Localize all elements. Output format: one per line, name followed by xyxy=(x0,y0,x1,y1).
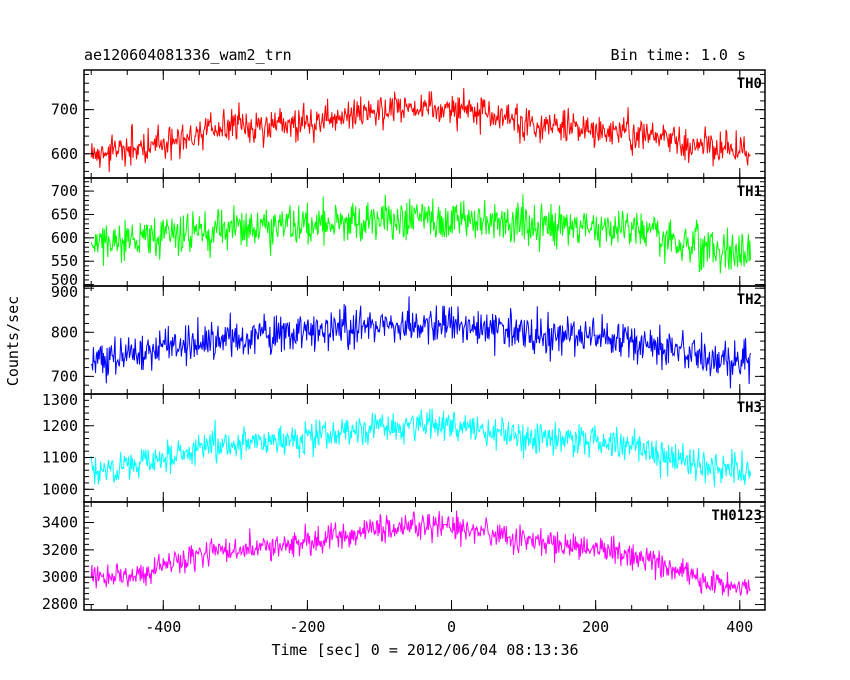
panel-label-th0: TH0 xyxy=(737,76,762,92)
y-tick-label: 550 xyxy=(51,252,78,270)
x-tick-label: 0 xyxy=(447,618,456,636)
y-tick-label: 3400 xyxy=(42,514,78,532)
series-line-th3 xyxy=(90,408,752,488)
y-tick-label: 3200 xyxy=(42,541,78,559)
x-axis-label: Time [sec] 0 = 2012/06/04 08:13:36 xyxy=(271,641,578,659)
y-tick-label: 700 xyxy=(51,367,78,385)
panel-label-th3: TH3 xyxy=(737,400,762,416)
panel-label-th0123: TH0123 xyxy=(711,508,762,524)
panel-label-th2: TH2 xyxy=(737,292,762,308)
x-tick-label: 200 xyxy=(582,618,609,636)
y-tick-label: 900 xyxy=(51,283,78,301)
y-tick-label: 2800 xyxy=(42,595,78,613)
y-tick-label: 1000 xyxy=(42,480,78,498)
panel-frame-th3 xyxy=(83,393,766,503)
series-line-th2 xyxy=(90,296,752,389)
panel-frame-th0 xyxy=(83,69,766,179)
y-tick-label: 500 xyxy=(51,271,78,289)
x-tick-label: -200 xyxy=(289,618,325,636)
y-tick-label: 1300 xyxy=(42,391,78,409)
y-tick-label: 1200 xyxy=(42,417,78,435)
y-tick-label: 1100 xyxy=(42,449,78,467)
series-line-th0123 xyxy=(90,510,751,597)
y-tick-label: 600 xyxy=(51,229,78,247)
panel-label-th1: TH1 xyxy=(737,184,762,200)
y-tick-label: 700 xyxy=(51,182,78,200)
y-axis-label: Counts/sec xyxy=(4,296,22,386)
y-tick-label: 600 xyxy=(51,145,78,163)
series-line-th0 xyxy=(90,87,751,173)
panel-frame-th0123 xyxy=(83,501,766,611)
y-tick-label: 3000 xyxy=(42,568,78,586)
series-line-th1 xyxy=(90,194,752,274)
x-tick-label: -400 xyxy=(145,618,181,636)
y-tick-label: 700 xyxy=(51,101,78,119)
x-tick-label: 400 xyxy=(726,618,753,636)
chart-title: ae120604081336_wam2_trn xyxy=(84,46,292,64)
bin-time-label: Bin time: 1.0 s xyxy=(611,46,746,64)
y-tick-label: 650 xyxy=(51,205,78,223)
y-tick-label: 800 xyxy=(51,323,78,341)
